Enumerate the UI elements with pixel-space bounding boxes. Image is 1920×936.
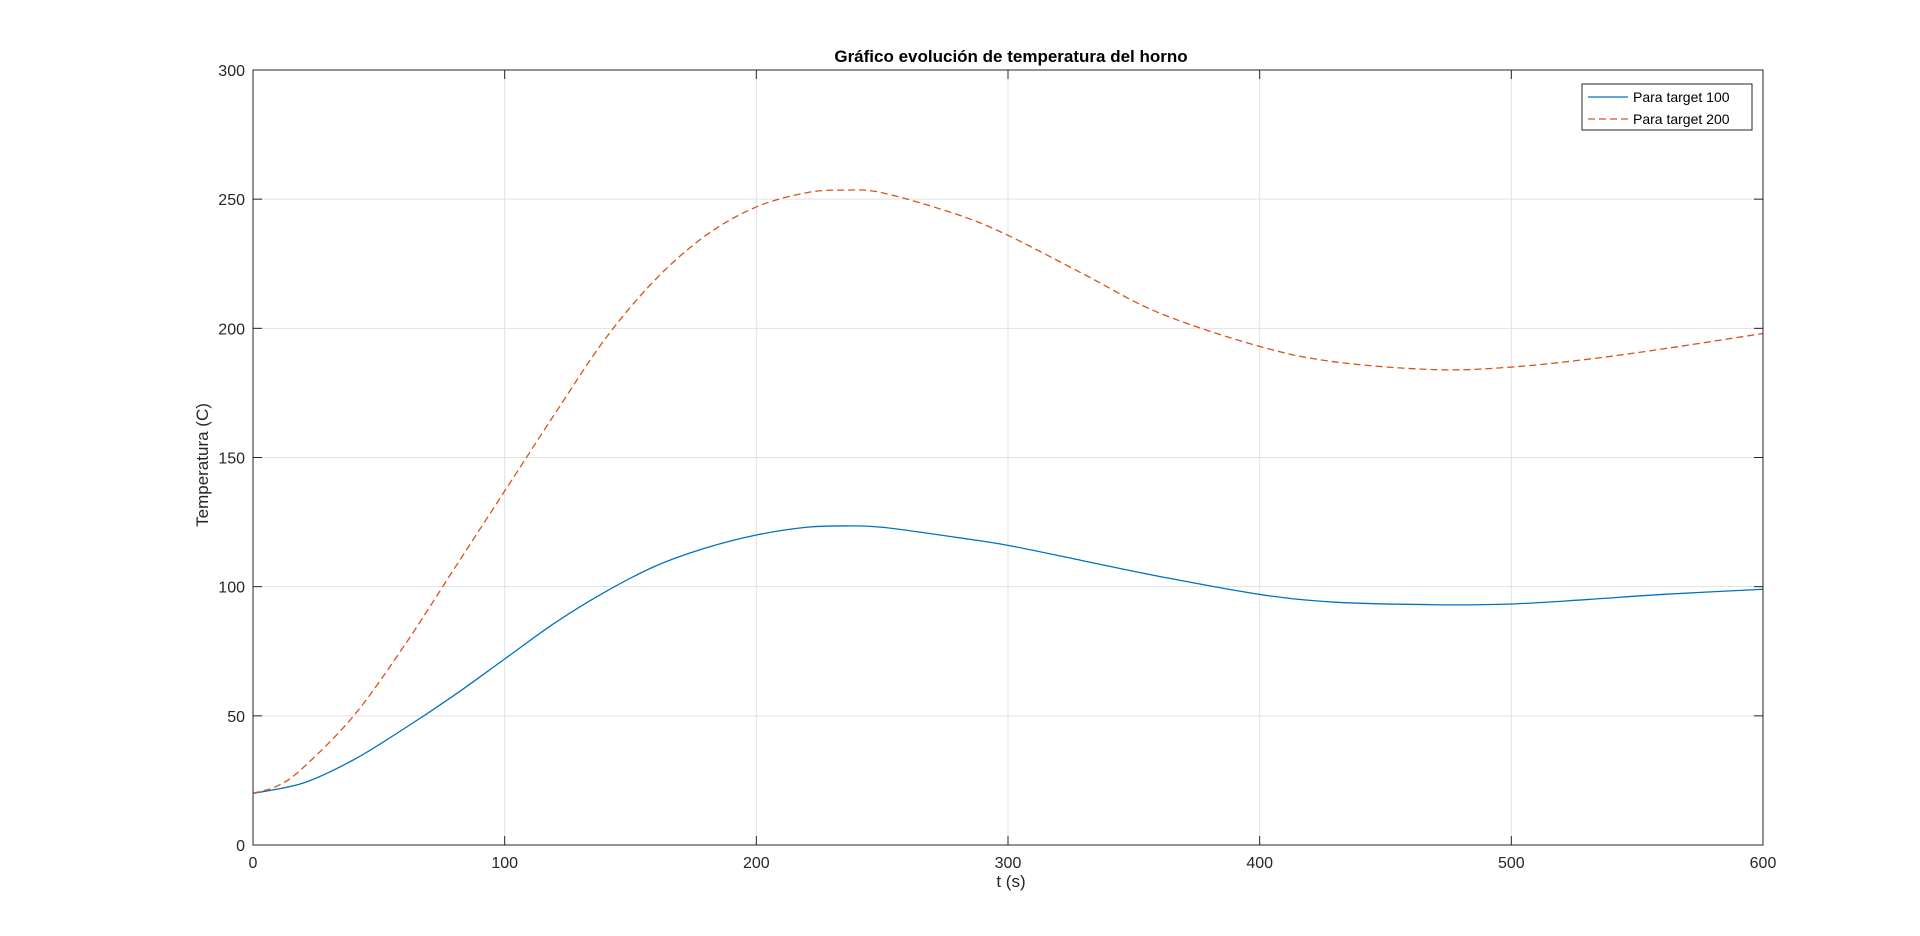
legend-box: [1581, 83, 1753, 131]
chart-title: Gráfico evolución de temperatura del hor…: [834, 47, 1187, 66]
y-tick-label: 150: [218, 451, 245, 468]
axis-ticks: 0 100 200 300 400 500 600 0 50 100 150 200 250 300: [218, 63, 1776, 872]
y-tick-label: 200: [218, 321, 245, 338]
series-lines: [252, 189, 1764, 794]
x-tick-label: 400: [1246, 855, 1273, 872]
y-tick-label: 300: [218, 63, 245, 80]
legend-label-series-1: Para target 100: [1633, 89, 1730, 105]
x-tick-label: 100: [491, 855, 518, 872]
grid: [253, 70, 1763, 845]
y-tick-label: 50: [227, 709, 245, 726]
x-tick-label: 600: [1750, 855, 1777, 872]
plot-frame: [252, 69, 1764, 846]
x-tick-label: 500: [1498, 855, 1525, 872]
y-axis-label: Temperatura (C): [193, 403, 212, 527]
series-line-2: [252, 189, 1764, 794]
legend-label-series-2: Para target 200: [1633, 111, 1730, 127]
x-tick-label: 300: [995, 855, 1022, 872]
y-tick-label: 0: [236, 838, 245, 855]
series-line-1: [252, 525, 1764, 794]
x-tick-label: 200: [743, 855, 770, 872]
x-axis-label: t (s): [996, 872, 1025, 891]
x-tick-label: 0: [249, 855, 258, 872]
legend: Para target 100 Para target 200: [1581, 83, 1753, 131]
y-tick-label: 100: [218, 580, 245, 597]
y-tick-label: 250: [218, 192, 245, 209]
